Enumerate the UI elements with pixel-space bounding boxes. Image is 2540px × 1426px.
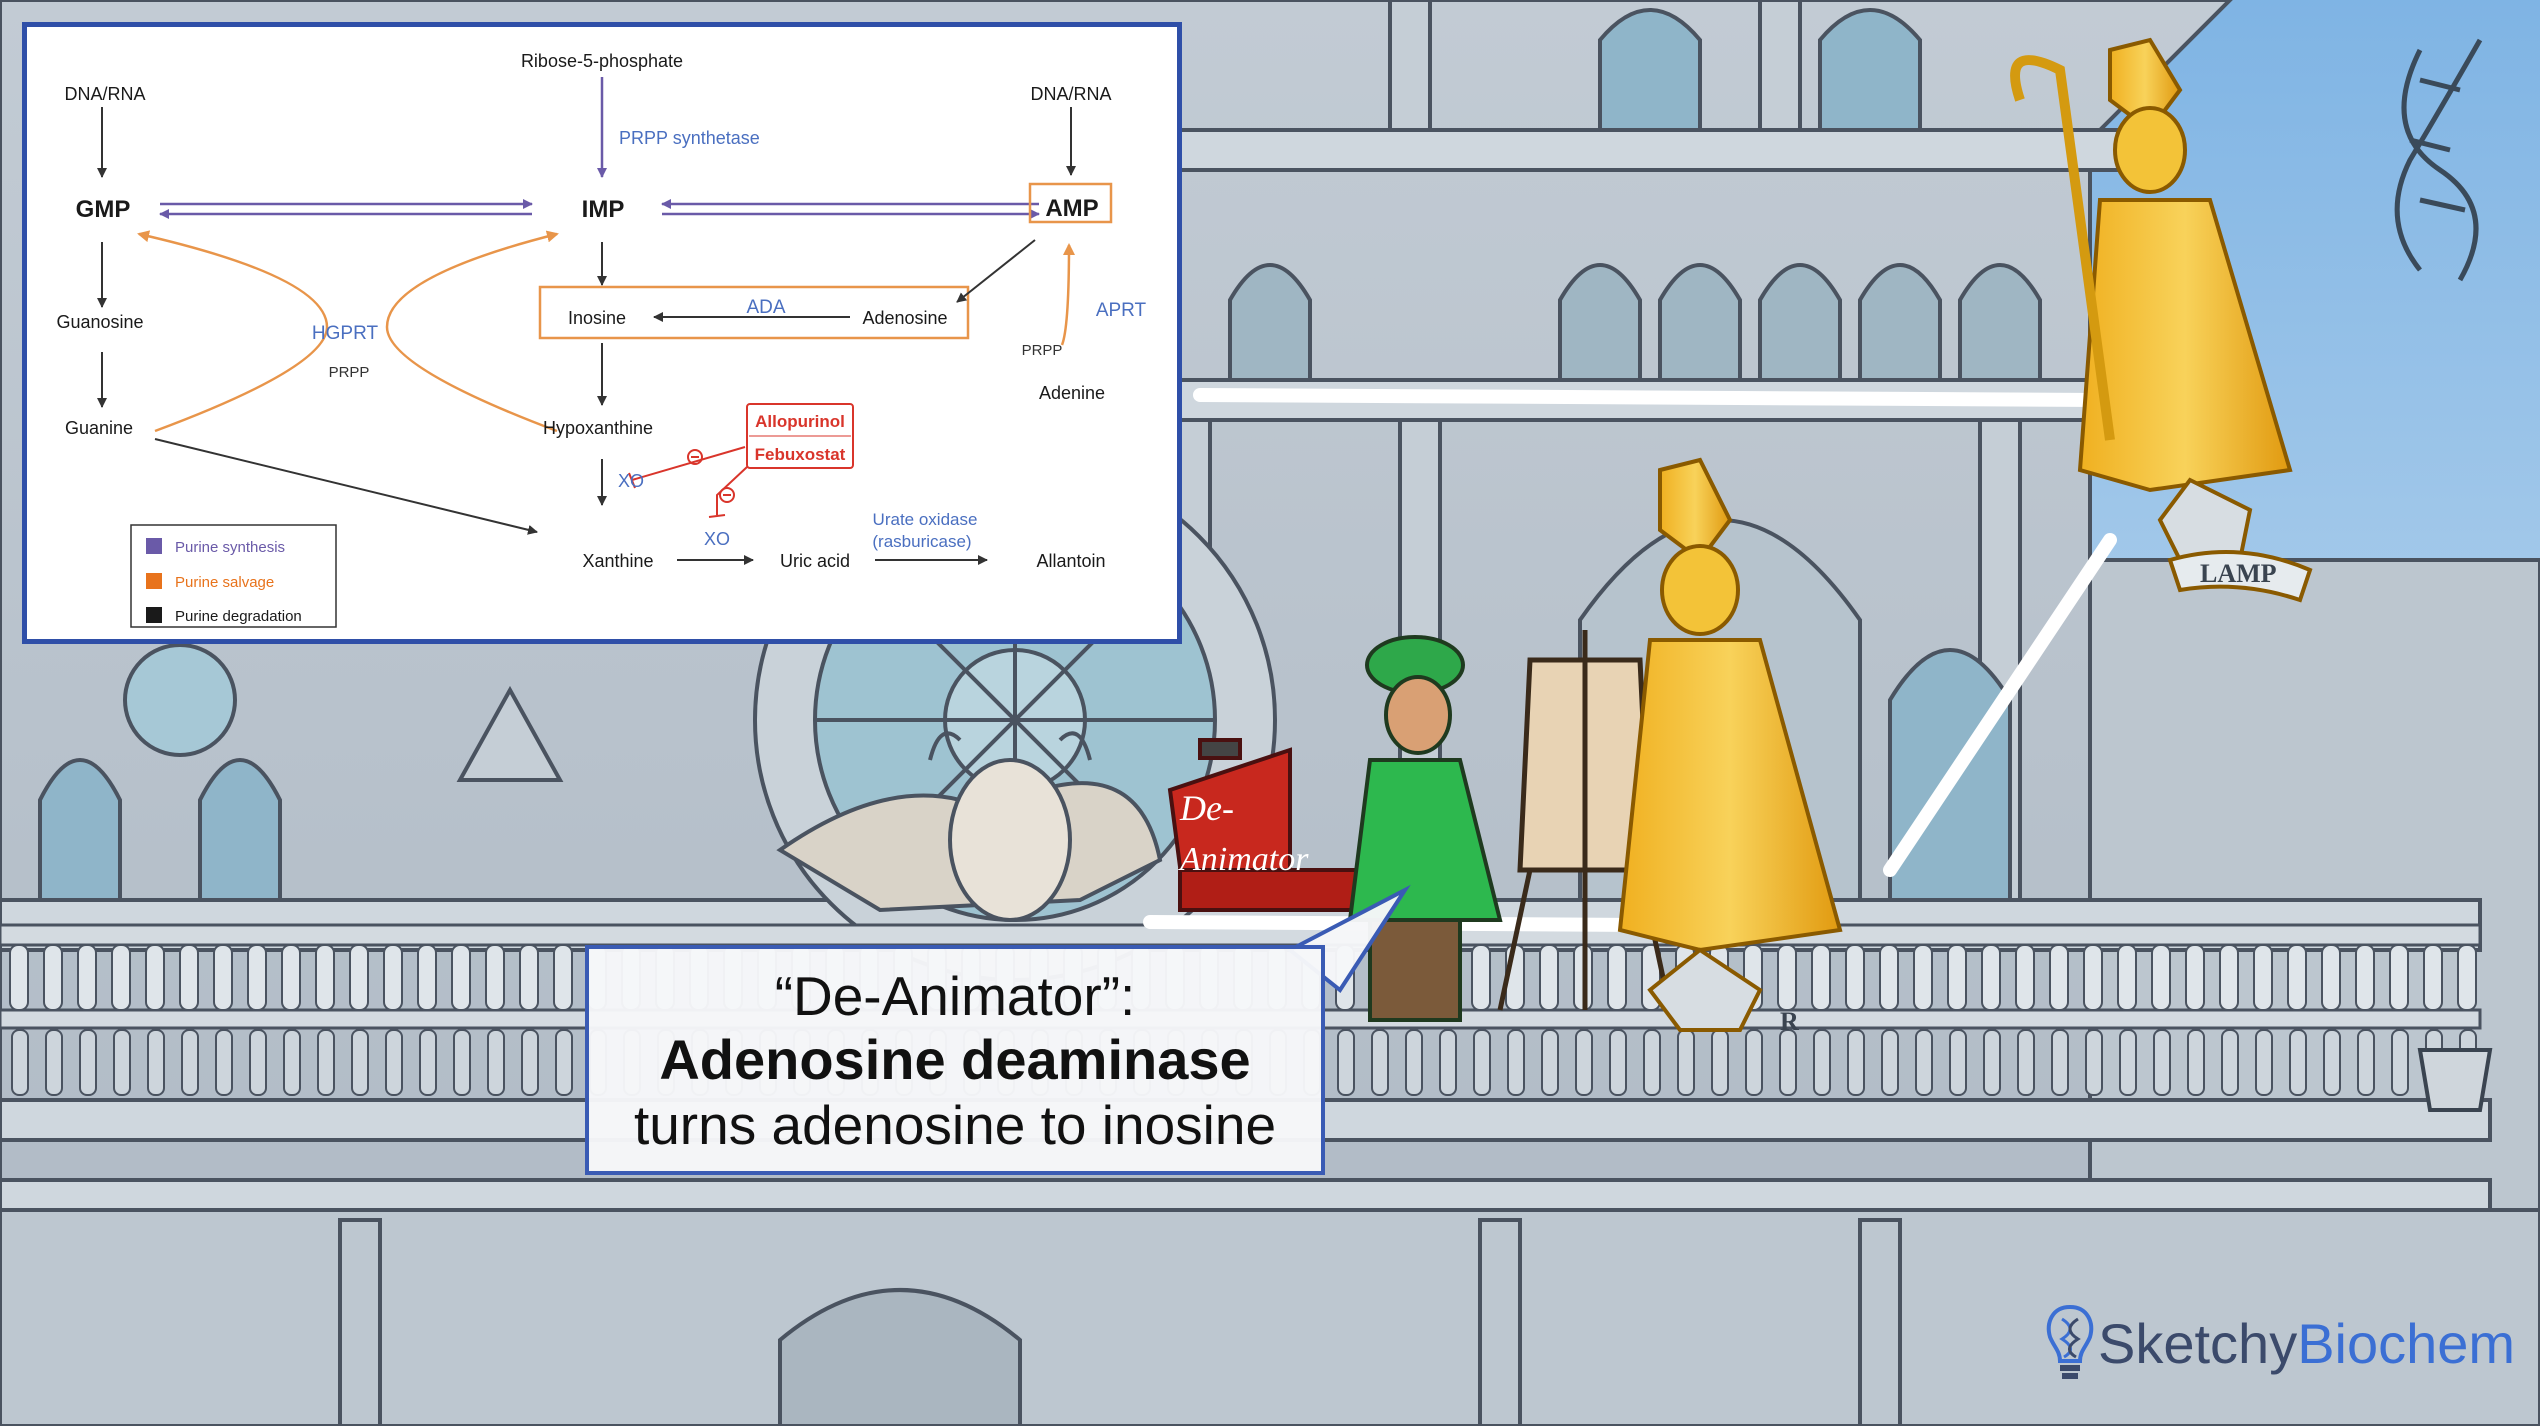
legend-swatch-salvage xyxy=(146,573,162,589)
node-imp: IMP xyxy=(582,196,625,223)
node-inosine: Inosine xyxy=(568,308,626,328)
node-guanine: Guanine xyxy=(65,418,133,438)
sketchy-biochem-logo: Sketchy Biochem xyxy=(2042,1298,2515,1388)
gargoyle xyxy=(776,731,1163,922)
enzyme-urate-oxidase: Urate oxidase xyxy=(873,510,978,529)
legend: Purine synthesis Purine salvage Purine d… xyxy=(130,524,337,628)
caption-description: turns adenosine to inosine xyxy=(633,1094,1277,1156)
cofactor-prpp-hgprt: PRPP xyxy=(329,364,370,381)
enzyme-xo-2: XO xyxy=(704,529,730,549)
case-label-1: De- xyxy=(1179,788,1234,828)
legend-swatch-synthesis xyxy=(146,538,162,554)
golden-monk-statue-upper: LAMP xyxy=(2010,37,2313,603)
dna-helix xyxy=(2394,38,2483,282)
node-adenosine: Adenosine xyxy=(862,308,947,328)
painter-figure xyxy=(1347,635,1503,1022)
node-guanosine: Guanosine xyxy=(56,312,143,332)
inhibitor-febuxostat: Febuxostat xyxy=(755,445,846,464)
enzyme-ada: ADA xyxy=(746,297,785,318)
enzyme-rasburicase: (rasburicase) xyxy=(872,532,971,551)
legend-label-salvage: Purine salvage xyxy=(175,574,274,591)
shield-letter: R xyxy=(1780,1007,1799,1036)
enzyme-aprt: APRT xyxy=(1096,300,1147,321)
node-ribose-5-phosphate: Ribose-5-phosphate xyxy=(521,51,683,71)
node-amp: AMP xyxy=(1045,195,1098,222)
caption-enzyme: Adenosine deaminase xyxy=(659,1028,1251,1091)
legend-swatch-degradation xyxy=(146,607,162,623)
logo-text-sketchy: Sketchy xyxy=(2098,1311,2298,1375)
node-allantoin: Allantoin xyxy=(1036,551,1105,571)
purine-metabolism-diagram: Ribose-5-phosphate DNA/RNA DNA/RNA GMP I… xyxy=(22,22,1182,644)
golden-monk-statue-lower xyxy=(1617,457,1843,1032)
inhibitor-allopurinol: Allopurinol xyxy=(755,412,845,431)
dna-bulb-icon xyxy=(2046,1304,2094,1379)
legend-label-synthesis: Purine synthesis xyxy=(175,539,285,556)
lamp-banner: LAMP xyxy=(2200,559,2277,588)
wall-lamp xyxy=(2417,1048,2493,1112)
cofactor-prpp-aprt: PRPP xyxy=(1022,342,1063,359)
caption-title: “De-Animator”: xyxy=(774,965,1136,1027)
case-label-2: Animator xyxy=(1178,841,1309,878)
node-xanthine: Xanthine xyxy=(582,551,653,571)
logo-text-biochem: Biochem xyxy=(2297,1311,2516,1375)
enzyme-hgprt: HGPRT xyxy=(312,323,379,344)
node-dnarna-left: DNA/RNA xyxy=(64,84,145,104)
caption-box: “De-Animator”: Adenosine deaminase turns… xyxy=(585,945,1325,1175)
enzyme-xo-1: XO xyxy=(618,471,644,491)
node-uric-acid: Uric acid xyxy=(780,551,850,571)
node-adenine: Adenine xyxy=(1039,383,1105,403)
enzyme-prpp-synthetase: PRPP synthetase xyxy=(619,128,760,148)
node-dnarna-right: DNA/RNA xyxy=(1030,84,1111,104)
node-gmp: GMP xyxy=(76,196,131,223)
legend-label-degradation: Purine degradation xyxy=(175,608,302,625)
de-animator-case: De- Animator xyxy=(1167,738,1412,912)
node-hypoxanthine: Hypoxanthine xyxy=(543,418,653,438)
